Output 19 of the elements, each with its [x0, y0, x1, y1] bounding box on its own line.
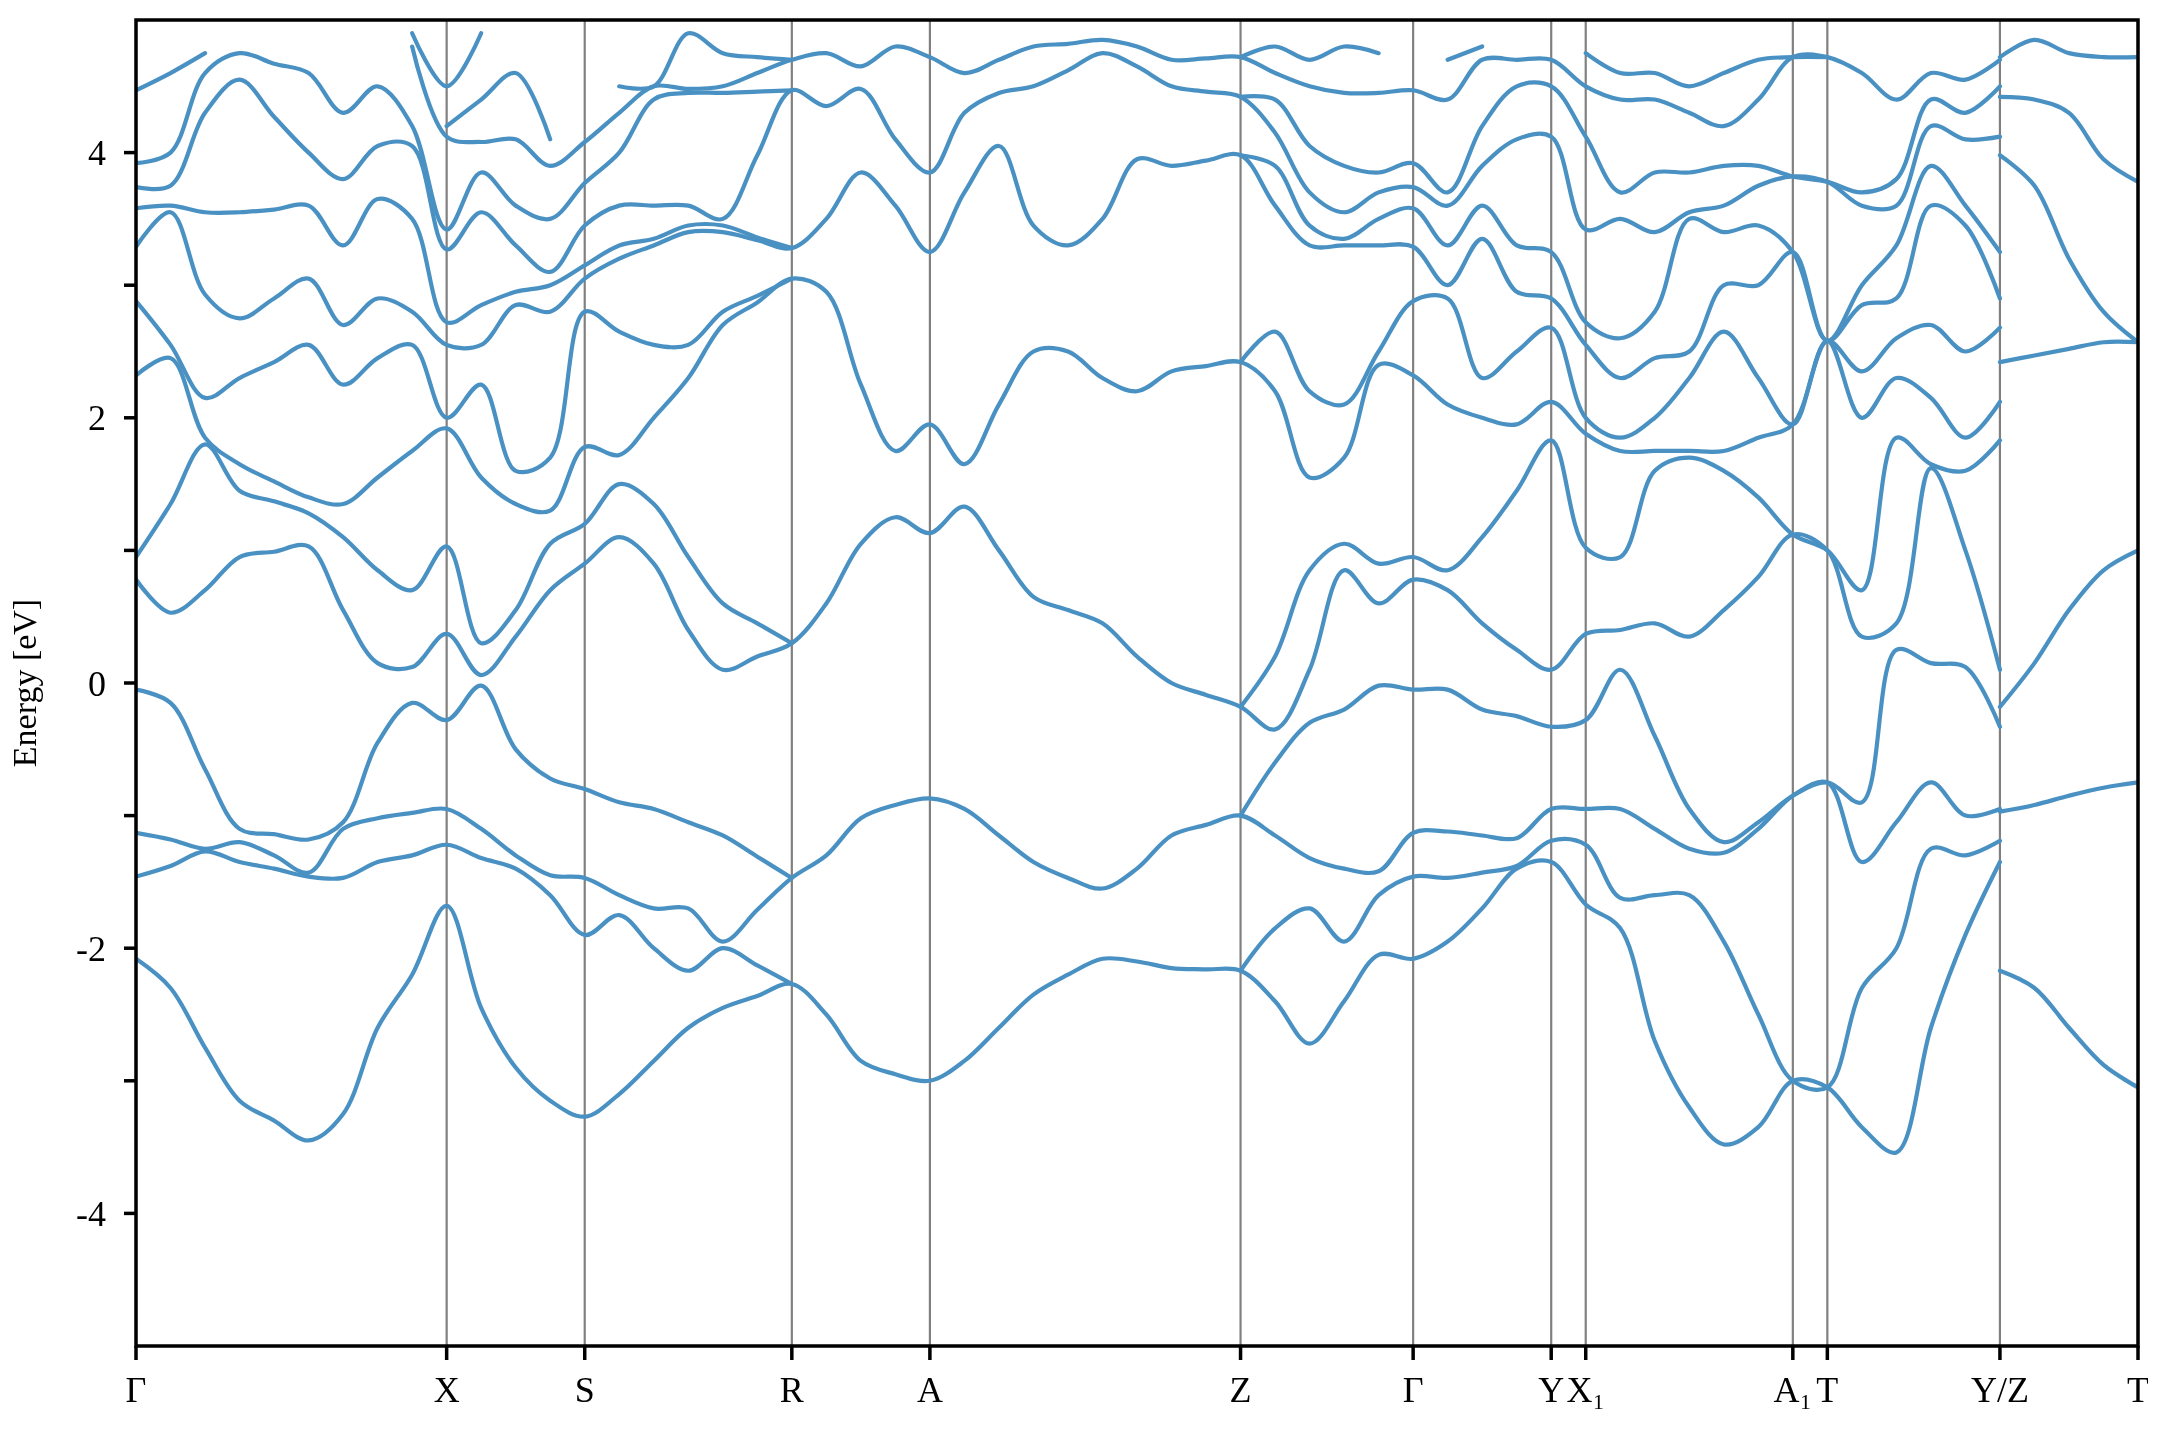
x-tick-label: T: [2127, 1370, 2149, 1410]
x-tick-label: Y: [1538, 1370, 1565, 1410]
x-tick-label: Γ: [125, 1370, 147, 1410]
y-tick-label: -2: [76, 928, 106, 969]
x-tick-label: A: [916, 1370, 943, 1410]
y-axis-title: Energy [eV]: [6, 598, 43, 768]
y-tick-label: 4: [88, 133, 106, 174]
x-tick-label: Γ: [1402, 1370, 1424, 1410]
x-tick-label: Z: [1229, 1370, 1252, 1410]
x-tick-label: X₁: [1566, 1370, 1606, 1410]
x-tick-label: R: [779, 1370, 804, 1410]
y-tick-label: -4: [76, 1194, 106, 1234]
x-tick-label: A₁: [1773, 1370, 1813, 1410]
y-tick-label: 0: [88, 663, 106, 704]
x-tick-label: S: [574, 1370, 595, 1410]
y-tick-label: 2: [88, 398, 106, 439]
x-tick-label: X: [433, 1370, 460, 1410]
x-tick-label: Y/Z: [1970, 1370, 2029, 1410]
x-tick-label: T: [1816, 1370, 1839, 1410]
